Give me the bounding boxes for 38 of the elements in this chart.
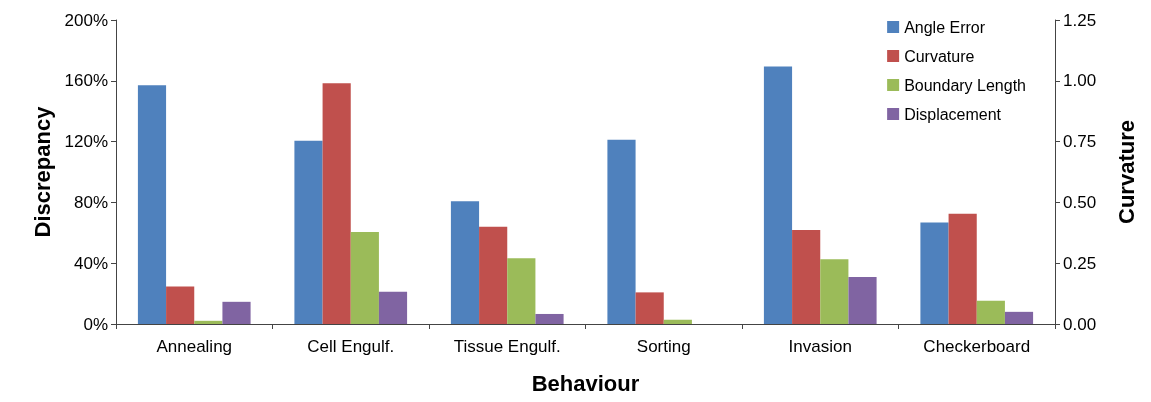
bar bbox=[763, 66, 793, 324]
bar bbox=[635, 292, 664, 324]
bar bbox=[663, 319, 692, 324]
x-tick-label: Annealing bbox=[156, 337, 233, 356]
legend-label: Angle Error bbox=[904, 18, 986, 36]
y2-tick-label: 0.25 bbox=[1063, 253, 1097, 273]
bar bbox=[607, 139, 636, 324]
bar bbox=[222, 301, 251, 324]
bar bbox=[166, 286, 195, 324]
legend-label: Boundary Length bbox=[904, 76, 1026, 94]
y-tick-label: 0% bbox=[83, 314, 108, 334]
y-tick-label: 80% bbox=[73, 192, 108, 212]
y-tick-label: 160% bbox=[64, 71, 108, 91]
bar bbox=[848, 277, 877, 324]
bar bbox=[137, 85, 167, 324]
bar bbox=[378, 291, 408, 324]
x-axis-title: Behaviour bbox=[531, 370, 640, 396]
x-tick-label: Cell Engulf. bbox=[307, 337, 395, 356]
y-tick-label: 40% bbox=[73, 253, 108, 273]
y-tick-label: 200% bbox=[64, 10, 108, 30]
legend-label: Displacement bbox=[904, 105, 1002, 123]
x-tick-label: Checkerboard bbox=[923, 337, 1031, 356]
y2-tick-label: 1.25 bbox=[1063, 10, 1097, 30]
legend-label: Curvature bbox=[904, 47, 975, 65]
y-tick-label: 120% bbox=[64, 132, 108, 152]
y2-tick-label: 0.50 bbox=[1063, 192, 1097, 212]
bar bbox=[976, 300, 1005, 324]
y-axis-title: Discrepancy bbox=[30, 105, 56, 238]
y2-tick-label: 1.00 bbox=[1063, 71, 1097, 91]
bar bbox=[1004, 311, 1034, 324]
bar bbox=[194, 320, 223, 324]
bar bbox=[535, 313, 564, 324]
y2-axis-title: Curvature bbox=[1113, 120, 1139, 224]
x-tick-label: Tissue Engulf. bbox=[453, 337, 561, 356]
x-tick-label: Sorting bbox=[636, 337, 691, 356]
x-tick-label: Invasion bbox=[788, 337, 852, 356]
y2-tick-label: 0.00 bbox=[1063, 314, 1097, 334]
y2-tick-label: 0.75 bbox=[1063, 132, 1097, 152]
